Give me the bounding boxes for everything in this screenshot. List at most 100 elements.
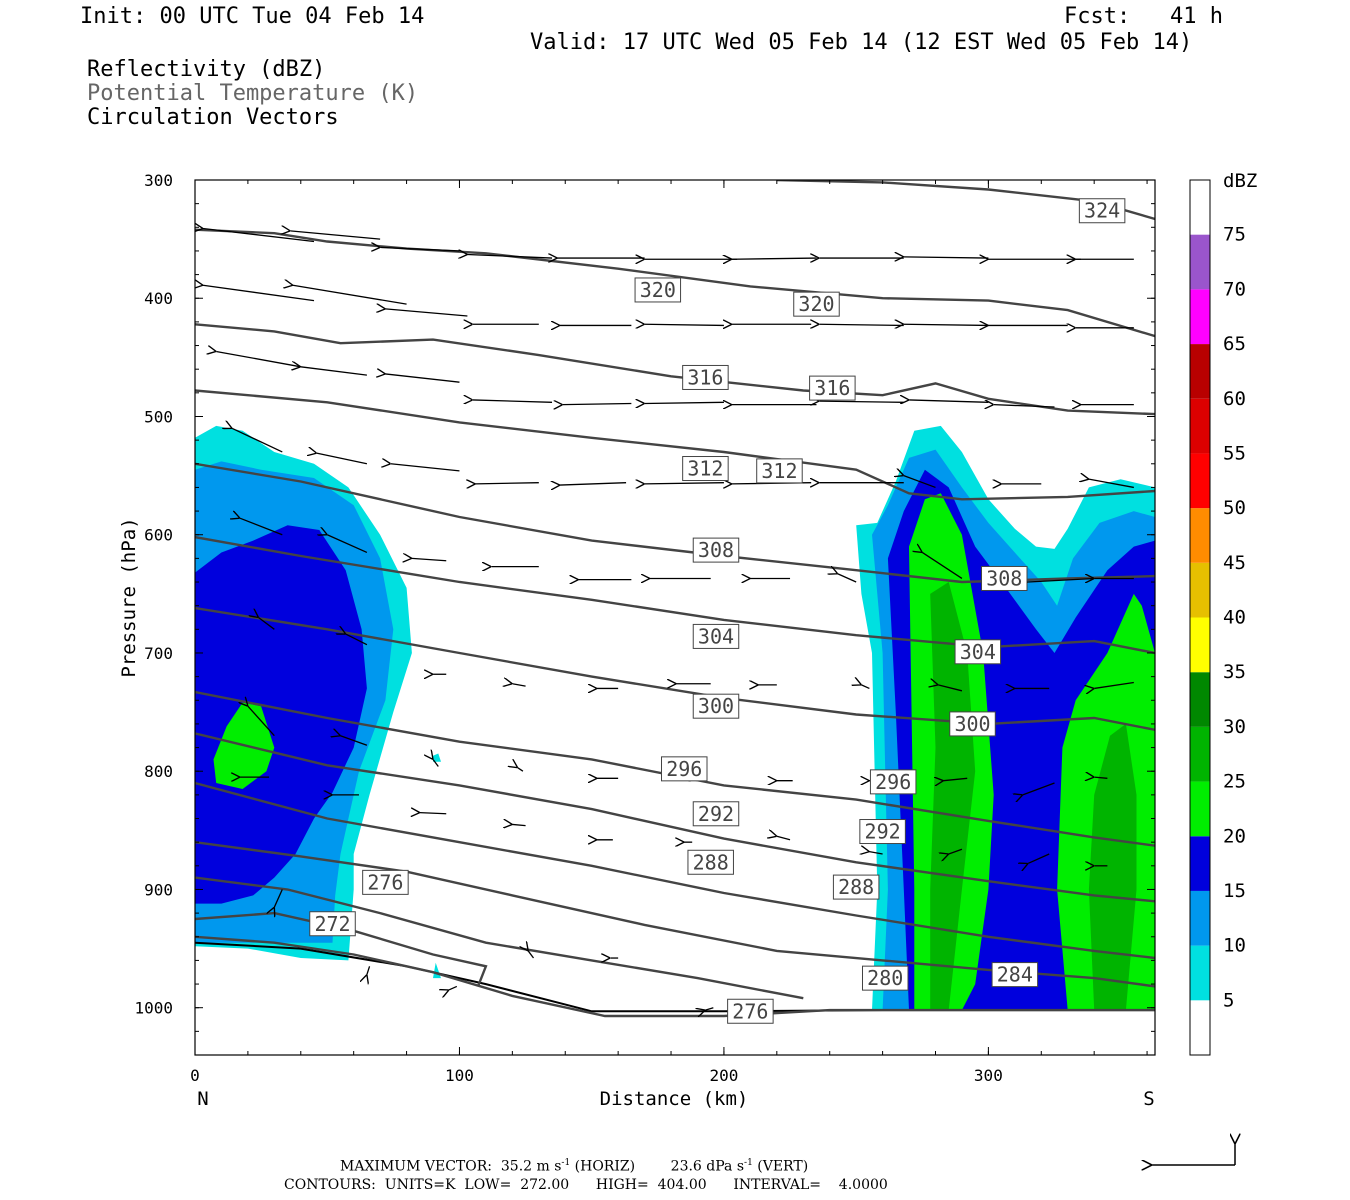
y-tick-label: 600: [144, 526, 173, 545]
circulation-vector: [1089, 479, 1134, 489]
field-potential-temperature: Potential Temperature (K): [87, 81, 419, 106]
circulation-vector: [645, 483, 724, 484]
colorbar-segment: [1190, 508, 1210, 563]
y-tick-label: 300: [144, 171, 173, 190]
contour-label-box: [756, 458, 803, 484]
reflectivity-region-25dbz: [1088, 723, 1137, 1011]
theta-contour-280: [195, 876, 804, 1000]
circulation-vector: [240, 518, 283, 536]
colorbar-tick-label: 50: [1223, 497, 1246, 519]
contour-label-316: 316: [687, 365, 723, 389]
circulation-vector: [943, 778, 968, 780]
circulation-vector: [645, 324, 724, 325]
x-tick-label: 100: [445, 1066, 474, 1085]
colorbar-tick-label: 70: [1223, 278, 1246, 300]
contour-label-308: 308: [986, 566, 1022, 590]
circulation-vector: [216, 351, 301, 368]
circulation-vector: [367, 966, 371, 974]
contour-label-box: [859, 819, 906, 845]
circulation-vector: [938, 685, 963, 692]
circulation-vector: [420, 813, 447, 814]
plot-frame: 300 400 500 600 700 800 900 1000 0 100 200 300 N S Dis…: [118, 171, 1156, 1110]
circulation-vector: [385, 309, 468, 317]
circulation-vector: [475, 483, 539, 484]
x-tick-label: 200: [709, 1066, 738, 1085]
forecast-hour: Fcst: 41 h: [1064, 4, 1223, 29]
colorbar: 5 10 15 20 25 30 35 40 45 50 55 60 65 70 75 dBZ: [1189, 170, 1257, 1056]
y-tick-label: 700: [144, 644, 173, 663]
circulation-vector: [293, 285, 407, 305]
colorbar-tick-label: 15: [1223, 880, 1246, 902]
circulation-vector: [518, 768, 524, 772]
contour-label-292: 292: [698, 802, 734, 826]
contour-label-288: 288: [838, 875, 874, 899]
circulation-vector: [385, 374, 460, 383]
circulation-vector: [467, 254, 553, 258]
colorbar-segment: [1190, 344, 1210, 399]
circulation-vector: [512, 824, 526, 825]
theta-contour-316: [195, 323, 1155, 416]
circulation-vector: [473, 400, 553, 402]
contour-label-296: 296: [875, 770, 911, 794]
circulation-vector: [274, 889, 283, 907]
contour-label-box: [954, 639, 1002, 665]
colorbar-segment: [1190, 398, 1210, 454]
contour-label-288: 288: [693, 850, 729, 874]
y-tick-label: 900: [144, 880, 173, 899]
contour-label-box: [832, 874, 880, 900]
reflectivity-region-25dbz: [930, 582, 976, 1011]
circulation-vector: [528, 951, 535, 959]
contour-label-box: [809, 375, 856, 401]
colorbar-tick-label: 10: [1223, 935, 1246, 957]
circulation-vector: [290, 231, 381, 240]
theta-contour-284: [195, 841, 1155, 988]
circulation-vector: [949, 848, 963, 854]
theta-contour-320: [195, 228, 1155, 338]
circulation-vector: [327, 535, 368, 554]
field-circulation-vectors: Circulation Vectors: [87, 105, 339, 130]
reflectivity-region-5dbz: [433, 962, 441, 979]
contour-label-312: 312: [687, 457, 723, 481]
contour-label-308: 308: [698, 538, 734, 562]
y-axis-label: Pressure (hPa): [118, 517, 140, 677]
contour-label-box: [661, 756, 708, 782]
contour-label-box: [634, 277, 682, 303]
contour-label-box: [682, 456, 729, 482]
contour-label-box: [309, 911, 356, 937]
valid-time: Valid: 17 UTC Wed 05 Feb 14 (12 EST Wed …: [530, 30, 1193, 55]
circulation-vector: [909, 400, 989, 402]
contour-label-box: [991, 962, 1039, 988]
contour-label-276: 276: [367, 870, 403, 894]
circulation-vector: [819, 324, 904, 325]
plot-area: 324 320 320 316 316 312 312 308 308 304 304 300 300 2…: [195, 180, 1155, 1024]
contour-label-300: 300: [954, 712, 990, 736]
north-label: N: [197, 1088, 208, 1110]
circulation-vector: [317, 453, 368, 465]
colorbar-segment: [1190, 617, 1210, 673]
circulation-vector: [560, 483, 627, 485]
contour-label-276: 276: [732, 999, 768, 1023]
contour-label-296: 296: [666, 757, 702, 781]
theta-contour-276: [195, 911, 488, 987]
theta-contour-304: [195, 535, 1155, 655]
contour-label-box: [1078, 198, 1126, 224]
contour-label-324: 324: [1084, 199, 1120, 223]
circulation-vector: [869, 852, 883, 854]
colorbar-tick-label: 25: [1223, 771, 1246, 793]
circulation-vector: [301, 367, 367, 376]
colorbar-segment: [1190, 672, 1210, 727]
circulation-vector: [232, 428, 283, 453]
y-tick-label: 1000: [134, 999, 173, 1018]
circulation-vector: [922, 552, 963, 580]
colorbar-tick-label: 35: [1223, 661, 1246, 683]
colorbar-tick-label: 65: [1223, 333, 1246, 355]
contour-label-280: 280: [867, 966, 903, 990]
contour-label-box: [692, 623, 740, 649]
circulation-vector: [340, 736, 368, 746]
field-reflectivity: Reflectivity (dBZ): [87, 57, 326, 82]
colorbar-tick-label: 30: [1223, 716, 1246, 738]
colorbar-segment: [1190, 945, 1210, 1001]
circulation-vector: [994, 405, 1055, 407]
colorbar-tick-label: 5: [1223, 989, 1234, 1011]
